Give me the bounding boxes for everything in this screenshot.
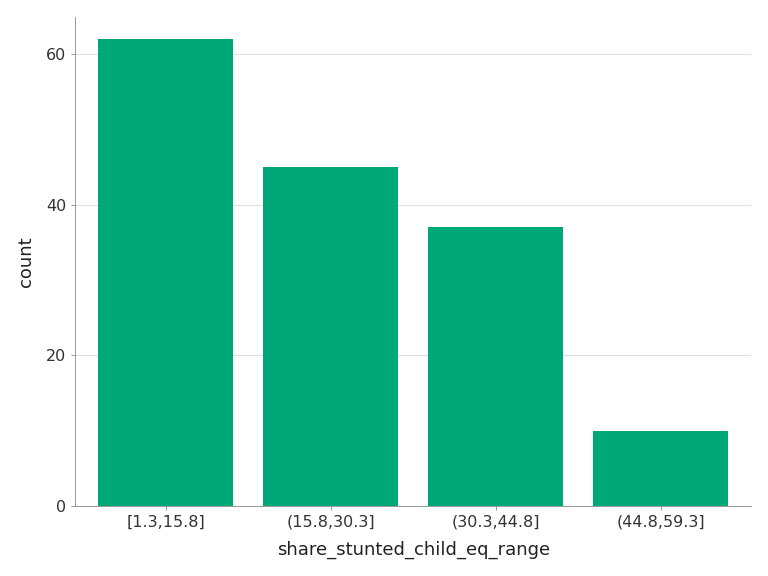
Bar — [98, 39, 233, 506]
Bar — [263, 167, 399, 506]
Bar — [593, 431, 728, 506]
X-axis label: share_stunted_child_eq_range: share_stunted_child_eq_range — [276, 541, 550, 559]
Bar — [428, 228, 563, 506]
Y-axis label: count: count — [17, 236, 35, 287]
